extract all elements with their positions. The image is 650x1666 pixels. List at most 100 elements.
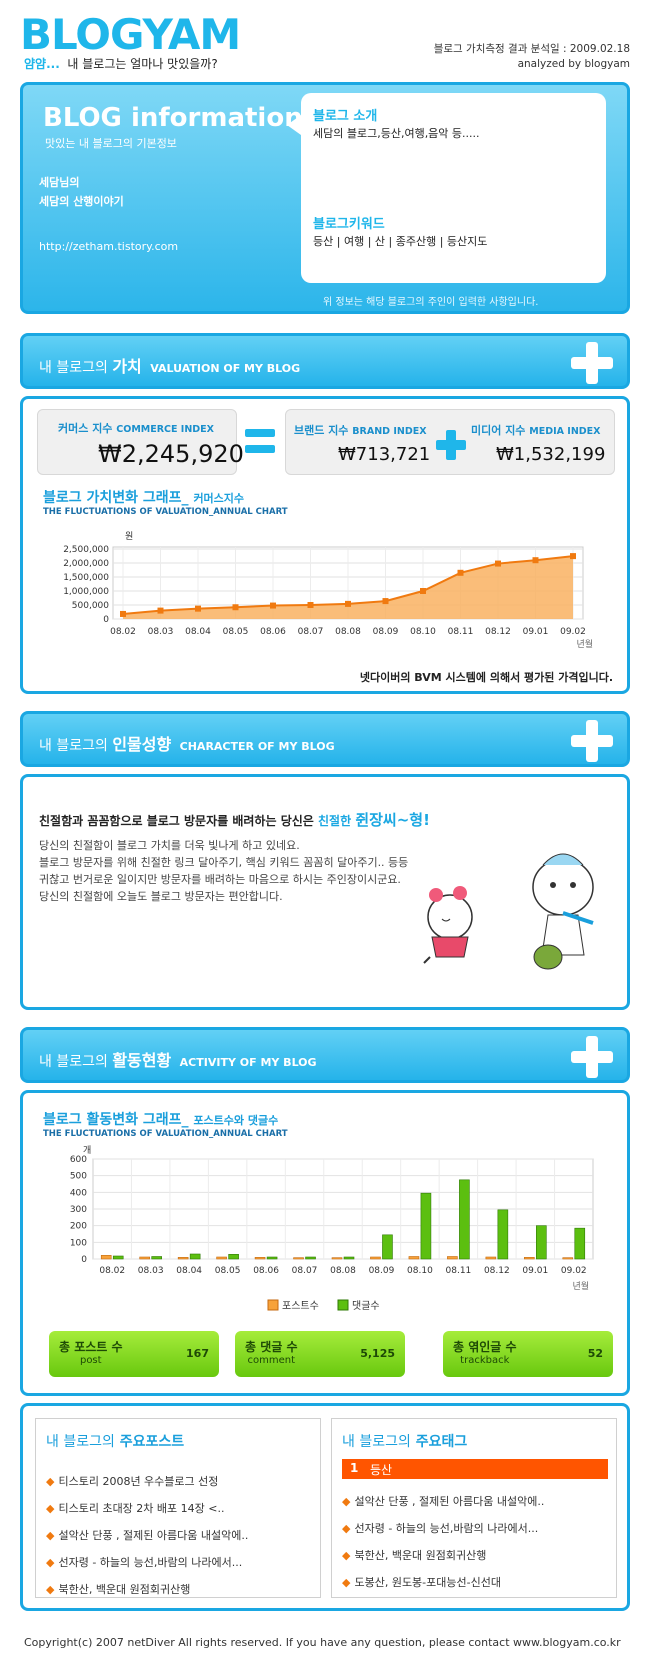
post-link[interactable]: ◆ 티스토리 초대장 2차 배포 14장 <..: [46, 1502, 225, 1515]
keyword-item[interactable]: 산: [374, 235, 386, 248]
x-tick-label: 08.10: [410, 627, 436, 637]
info-note: 위 정보는 해당 블로그의 주인이 입력한 사항입니다.: [323, 297, 539, 308]
data-point: [420, 588, 426, 594]
owner-name: 세담님의: [39, 176, 80, 189]
total-posts-value: 167: [186, 1347, 209, 1360]
media-index-label: 미디어 지수 MEDIA INDEX: [471, 424, 601, 437]
top-tag-bar[interactable]: 1 등산: [342, 1459, 608, 1479]
post-bar: [485, 1256, 497, 1260]
post-bar: [562, 1257, 574, 1260]
total-comments-card: 총 댓글 수 comment 5,125: [235, 1331, 405, 1377]
activity-chart-subtitle: THE FLUCTUATIONS OF VALUATION_ANNUAL CHA…: [43, 1129, 288, 1139]
valuation-section-title: 내 블로그의 가치 VALUATION OF MY BLOG: [39, 357, 301, 376]
activity-chart-title: 블로그 활동변화 그래프_ 포스트수와 댓글수: [43, 1112, 279, 1128]
data-point: [532, 557, 539, 564]
data-point: [120, 610, 126, 617]
data-point: [345, 600, 351, 607]
tag-post-link[interactable]: ◆ 설악산 단풍 , 절제된 아름다움 내설악에..: [342, 1495, 545, 1508]
plus-icon[interactable]: [571, 720, 613, 762]
plus-icon[interactable]: [571, 1036, 613, 1078]
character-description: 당신의 친절함이 블로그 가치를 더욱 빛나게 하고 있네요. 블로그 방문자를…: [39, 837, 479, 905]
data-point: [270, 602, 276, 609]
activity-chart: 0 100 200 300 400 500 600 08.02 08.03 08.04 08.05 0…: [70, 1145, 594, 1312]
valuation-footnote: 넷다이버의 BVM 시스템에 의해서 평가된 가격입니다.: [359, 671, 613, 684]
comment-bar: [228, 1254, 239, 1260]
data-point: [570, 553, 576, 560]
x-tick-label: 08.12: [484, 1266, 510, 1276]
post-link[interactable]: ◆ 티스토리 2008년 우수블로그 선정: [46, 1475, 219, 1488]
activity-panel: 블로그 활동변화 그래프_ 포스트수와 댓글수 THE FLUCTUATIONS…: [20, 1090, 630, 1396]
comment-bar: [305, 1256, 316, 1260]
x-tick-label: 08.08: [330, 1266, 356, 1276]
x-tick-label: 08.11: [446, 1266, 472, 1276]
boy-mascot-illustration: [532, 853, 594, 970]
blog-url-link[interactable]: http://zetham.tistory.com: [39, 240, 179, 253]
post-link[interactable]: ◆ 북한산, 백운대 원점회귀산행: [46, 1583, 191, 1596]
comment-bar: [382, 1234, 393, 1260]
keyword-item[interactable]: 종주산행: [395, 235, 437, 248]
character-line: 당신의 친절함이 블로그 가치를 더욱 빛나게 하고 있네요.: [39, 839, 300, 852]
post-bar: [177, 1257, 189, 1260]
x-tick-label: 08.08: [335, 627, 361, 637]
post-bar: [408, 1256, 420, 1260]
tag-post-link[interactable]: ◆ 선자령 - 하늘의 능선,바람의 나라에서...: [342, 1522, 539, 1535]
keyword-item[interactable]: 등산지도: [446, 235, 488, 248]
y-tick-label: 2,000,000: [63, 559, 109, 569]
x-tick-label: 08.09: [373, 627, 399, 637]
blog-info-subtitle: 맛있는 내 블로그의 기본정보: [45, 137, 177, 150]
commerce-index-value: ₩2,245,920: [98, 440, 244, 468]
comment-bar: [420, 1192, 432, 1260]
post-link[interactable]: ◆ 선자령 - 하늘의 능선,바람의 나라에서...: [46, 1556, 243, 1569]
x-tick-label: 08.06: [253, 1266, 279, 1276]
post-bar: [139, 1256, 150, 1260]
keyword-item[interactable]: 등산: [313, 235, 334, 248]
comment-bar: [112, 1255, 124, 1260]
tagline: 얌얌... 내 블로그는 얼마나 맛있을까?: [24, 55, 218, 72]
activity-section-bar: 내 블로그의 활동현황 ACTIVITY OF MY BLOG: [20, 1027, 630, 1083]
tag-posts-list: ◆ 설악산 단풍 , 절제된 아름다움 내설악에.. ◆ 선자령 - 하늘의 능선,…: [342, 1493, 612, 1601]
x-tick-label: 09.02: [561, 1266, 587, 1276]
commerce-index-card: 커머스 지수 COMMERCE INDEX ₩2,245,920: [37, 409, 244, 475]
tagline-prefix: 얌얌...: [24, 57, 60, 71]
legend-label-comments: 댓글수: [352, 1300, 380, 1312]
data-point: [457, 569, 464, 576]
site-logo[interactable]: BLOGYAM: [20, 10, 241, 59]
equals-icon: [245, 429, 275, 455]
x-tick-label: 08.02: [110, 627, 136, 637]
post-bar: [524, 1257, 535, 1260]
post-link[interactable]: ◆ 설악산 단풍 , 절제된 아름다움 내설악에..: [46, 1529, 249, 1542]
main-posts-title: 내 블로그의 주요포스트: [46, 1434, 185, 1450]
character-section-bar: 내 블로그의 인물성향 CHARACTER OF MY BLOG: [20, 711, 630, 767]
area-fill: [123, 556, 573, 619]
analysis-info: 블로그 가치측정 결과 분석일 : 2009.02.18 analyzed by…: [434, 42, 630, 72]
x-tick-label: 08.12: [485, 627, 511, 637]
y-tick-label: 300: [70, 1205, 87, 1215]
legend-label-posts: 포스트수: [282, 1300, 319, 1312]
blog-name: 세담의 산행이야기: [39, 195, 124, 208]
keyword-item[interactable]: 여행: [343, 235, 365, 248]
post-bar: [331, 1257, 343, 1260]
comment-bar: [266, 1256, 278, 1260]
footer-copyright: Copyright(c) 2007 netDiver All rights re…: [24, 1636, 621, 1649]
x-tick-label: 08.04: [185, 627, 211, 637]
comment-bar: [343, 1256, 355, 1260]
total-posts-card: 총 포스트 수 post 167: [49, 1331, 219, 1377]
x-tick-label: 08.03: [138, 1266, 164, 1276]
y-tick-label: 1,000,000: [63, 587, 109, 597]
y-tick-label: 2,500,000: [63, 545, 109, 555]
keyword-heading: 블로그키워드: [313, 217, 385, 232]
blog-info-card: 블로그 소개 세담의 블로그,등산,여행,음악 등..... 블로그키워드 등산…: [287, 93, 606, 283]
valuation-chart-subtitle: THE FLUCTUATIONS OF VALUATION_ANNUAL CHA…: [43, 507, 288, 517]
valuation-section-bar: 내 블로그의 가치 VALUATION OF MY BLOG: [20, 333, 630, 389]
tag-post-link[interactable]: ◆ 북한산, 백운대 원점회귀산행: [342, 1549, 487, 1562]
total-comments-value: 5,125: [360, 1347, 395, 1360]
data-point: [307, 602, 314, 608]
tag-post-link[interactable]: ◆ 도봉산, 원도봉-포대능선-신선대: [342, 1576, 501, 1589]
x-tick-label: 08.09: [369, 1266, 395, 1276]
top-tag-name: 등산: [370, 1463, 393, 1477]
x-tick-label: 08.06: [260, 627, 286, 637]
data-point: [382, 598, 389, 605]
speech-arrow: [287, 115, 301, 135]
plus-icon[interactable]: [571, 342, 613, 384]
brand-media-card: 브랜드 지수 BRAND INDEX ₩713,721 미디어 지수 MEDIA…: [285, 409, 615, 475]
